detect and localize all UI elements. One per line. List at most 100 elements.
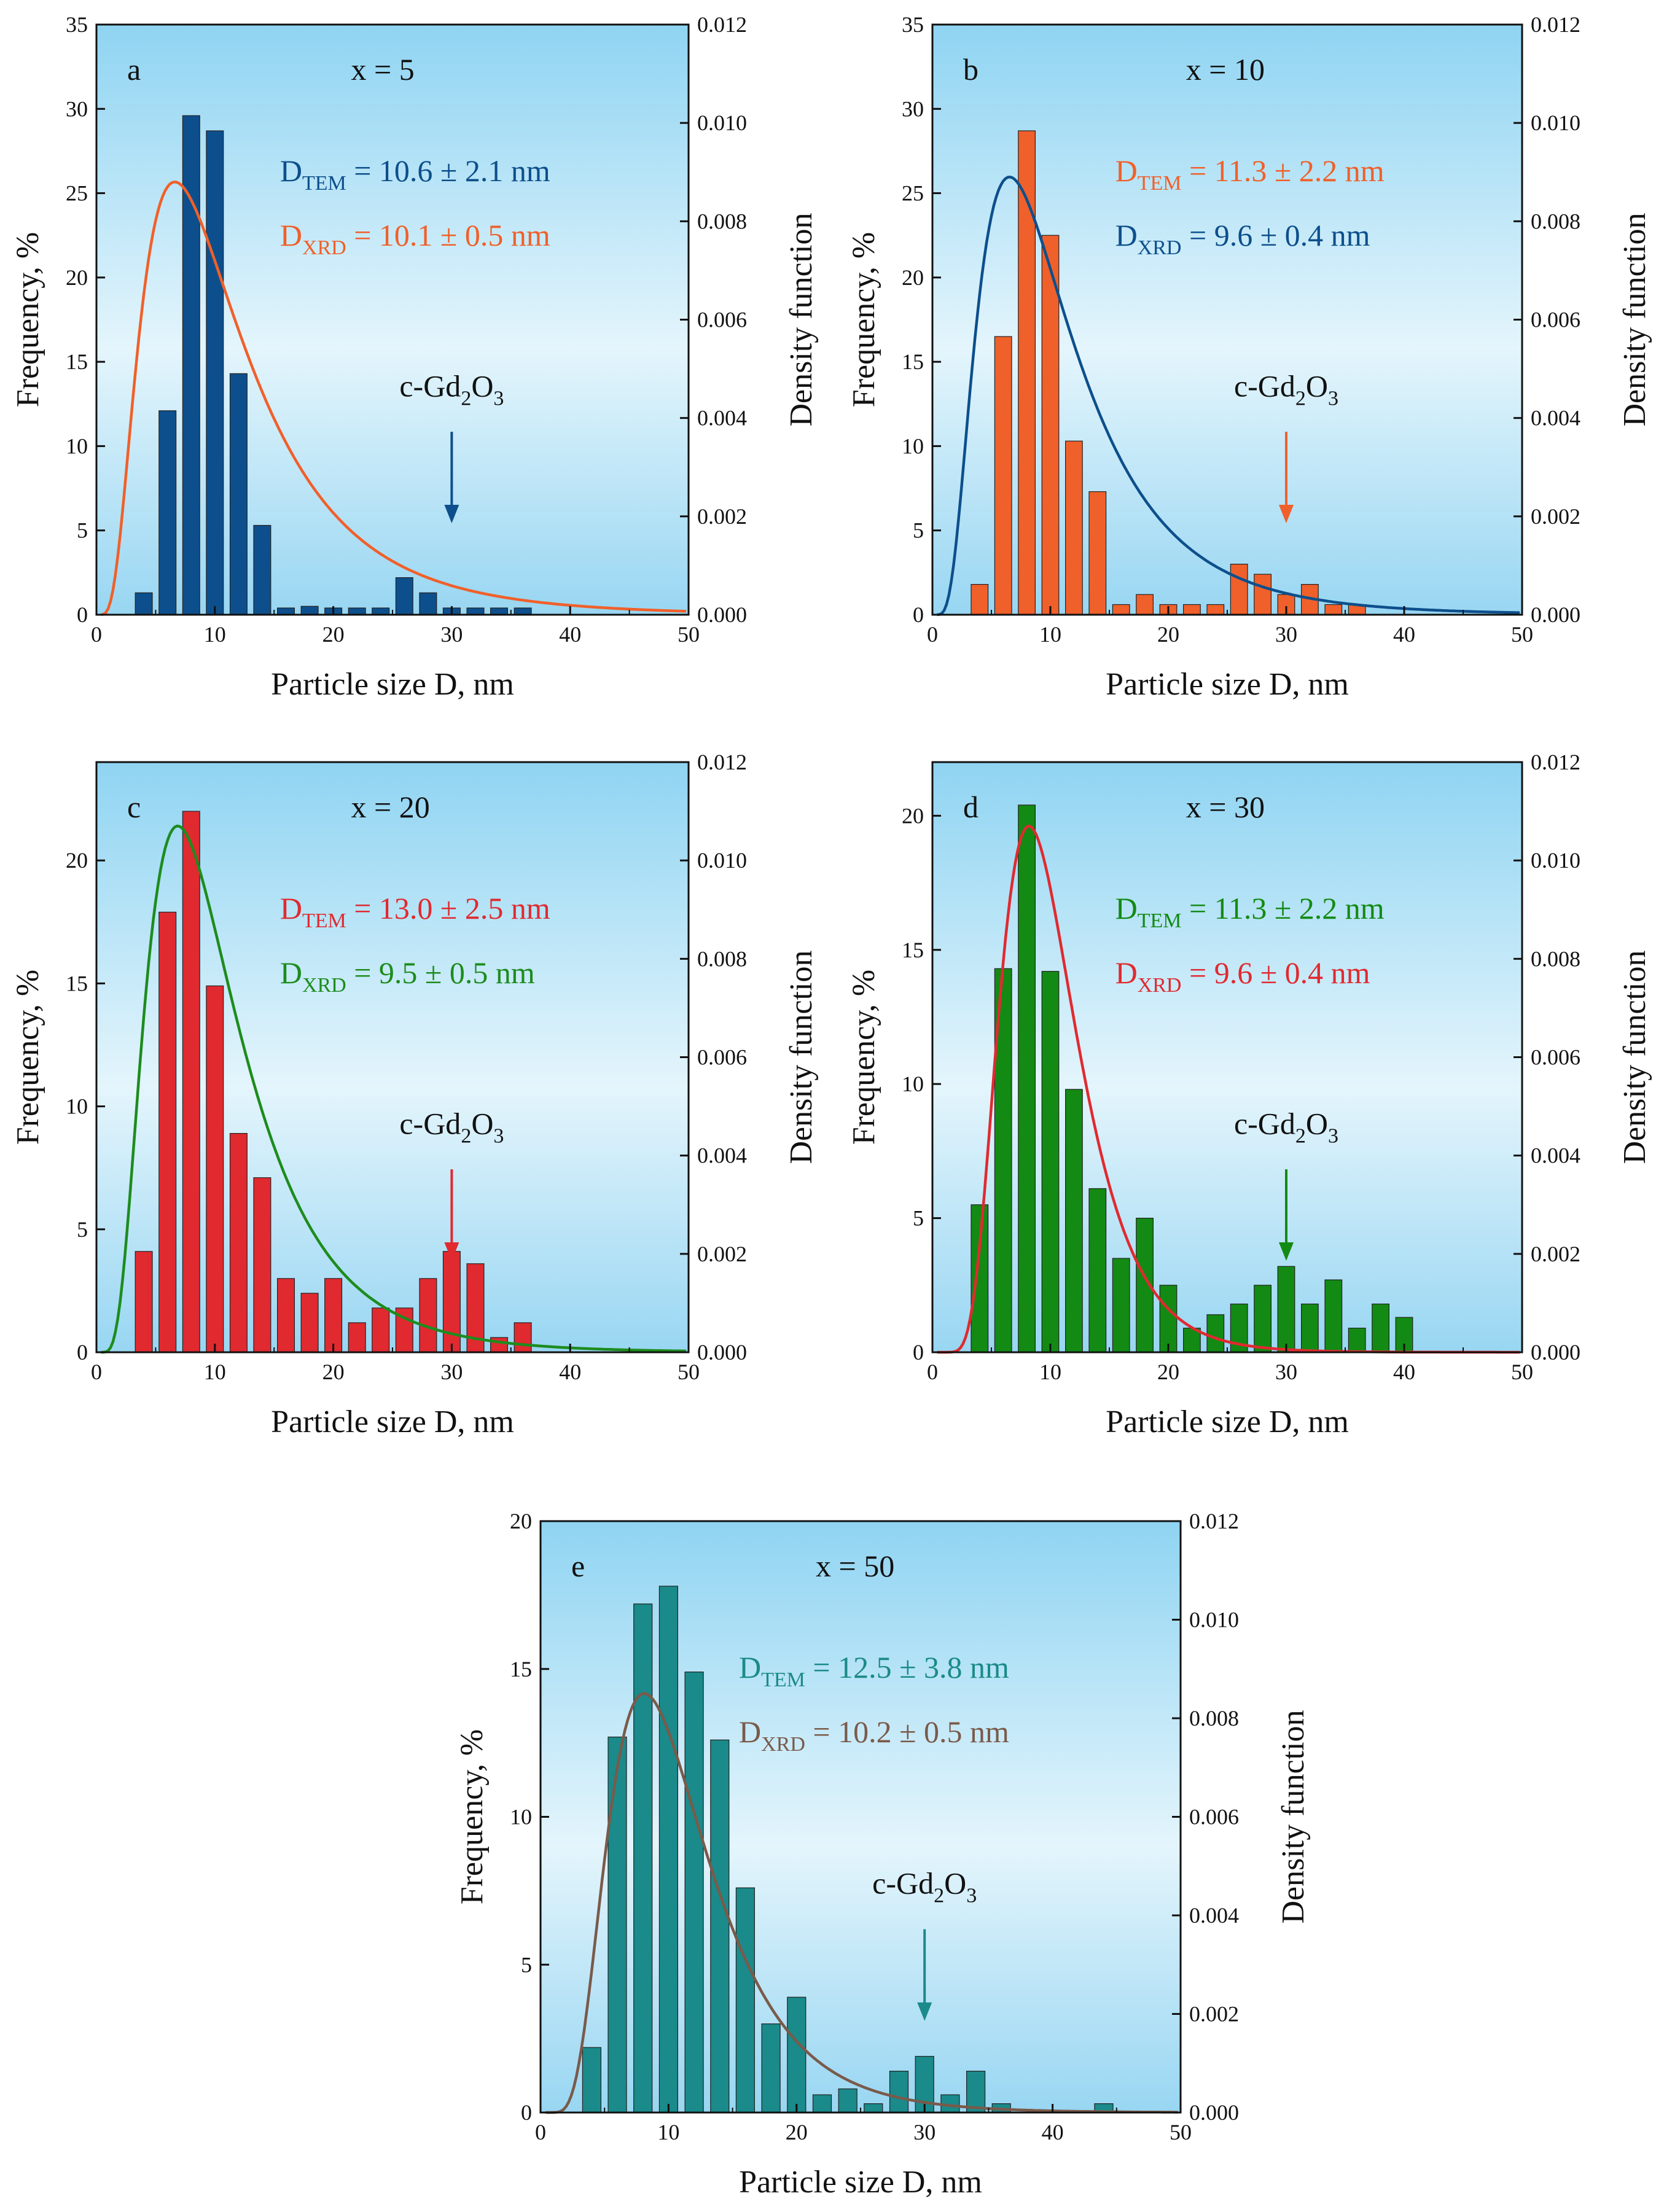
panel-label: e — [571, 1549, 585, 1583]
size-value: = 9.6 ± 0.4 nm — [1182, 956, 1370, 990]
histogram-bar — [324, 1278, 343, 1353]
size-symbol: D — [1115, 218, 1138, 252]
histogram-bar — [277, 607, 295, 615]
histogram-bar — [1254, 1285, 1272, 1353]
size-label: DXRD = 9.6 ± 0.4 nm — [1115, 956, 1370, 997]
size-value: = 10.6 ± 2.1 nm — [346, 154, 550, 188]
y-tick-label: 5 — [521, 1952, 532, 1977]
y2-tick-label: 0.000 — [1531, 602, 1580, 627]
panel-d: 0 10 20 30 40 50 0 5 10 15 20 0.000 0.002 0.004 0.006 0… — [846, 750, 1652, 1439]
x-tick-label: 10 — [204, 622, 226, 647]
phase-sub: 2 — [934, 1885, 944, 1907]
y-tick-label: 0 — [77, 602, 88, 627]
panel-c: 0 10 20 30 40 50 0 5 10 15 20 0.000 0.002 0.004 0.006 0… — [10, 750, 819, 1439]
histogram-bar — [735, 1887, 756, 2113]
panel-b: 0 10 20 30 40 50 0 5 10 15 20 25 30 35 0.000 0.002 0.004… — [846, 12, 1652, 702]
x-tick-label: 0 — [927, 622, 938, 647]
y2-axis-title: Density function — [784, 950, 819, 1164]
phase-mid: O — [1306, 368, 1328, 403]
size-value: = 11.3 ± 2.2 nm — [1181, 891, 1384, 925]
histogram-bar — [419, 592, 437, 615]
histogram-bar — [1018, 804, 1036, 1353]
size-symbol: D — [1115, 154, 1138, 188]
histogram-bar — [658, 1586, 679, 2113]
y2-tick-label: 0.006 — [1531, 308, 1580, 332]
histogram-bar — [348, 1322, 366, 1353]
histogram-bar — [1254, 574, 1272, 615]
phase-label: c-Gd2O3 — [399, 368, 504, 410]
y-tick-label: 20 — [510, 1509, 532, 1533]
histogram-bar — [419, 1278, 437, 1353]
size-subscript: TEM — [1138, 172, 1182, 195]
x-tick-label: 10 — [1039, 1360, 1061, 1384]
arrow-head — [444, 505, 459, 524]
arrow-head — [1279, 1242, 1294, 1261]
x-axis-title: Particle size D, nm — [739, 2165, 982, 2200]
size-label: DTEM = 13.0 ± 2.5 nm — [280, 891, 550, 932]
x-tick-label: 10 — [204, 1360, 226, 1384]
y-tick-label: 10 — [902, 434, 924, 458]
y2-tick-label: 0.012 — [1531, 12, 1580, 37]
phase-sub: 2 — [461, 1124, 471, 1147]
histogram-bar — [582, 2047, 602, 2113]
size-subscript: XRD — [302, 236, 346, 259]
phase-mid: O — [471, 1106, 493, 1140]
y-tick-label: 20 — [902, 265, 924, 290]
histogram-bar — [710, 1739, 730, 2113]
size-label: DTEM = 11.3 ± 2.2 nm — [1115, 154, 1385, 195]
y-tick-label: 20 — [902, 803, 924, 828]
histogram-bar — [229, 373, 248, 615]
phase-prefix: c-Gd — [399, 1106, 461, 1140]
size-value: = 11.3 ± 2.2 nm — [1181, 154, 1384, 188]
y2-tick-label: 0.012 — [697, 750, 747, 774]
x-tick-label: 10 — [1039, 622, 1061, 647]
x-tick-label: 0 — [91, 622, 102, 647]
y-tick-label: 15 — [902, 349, 924, 374]
y2-tick-label: 0.002 — [697, 504, 747, 529]
phase-label: c-Gd2O3 — [872, 1866, 977, 1907]
histogram-bar — [864, 2103, 883, 2113]
phase-mid: O — [471, 368, 493, 403]
histogram-bar — [1372, 1303, 1390, 1353]
phase-sub: 3 — [493, 1124, 504, 1147]
size-value: = 12.5 ± 3.8 nm — [805, 1650, 1009, 1684]
size-symbol: D — [739, 1650, 761, 1684]
panel-label: c — [127, 790, 141, 824]
size-label: DXRD = 10.2 ± 0.5 nm — [739, 1715, 1009, 1756]
y-tick-label: 0 — [77, 1340, 88, 1365]
y-tick-label: 15 — [66, 971, 88, 995]
y2-tick-label: 0.000 — [1189, 2100, 1239, 2125]
y-tick-label: 30 — [66, 96, 88, 121]
histogram-bar — [1064, 440, 1083, 615]
y-axis-title: Frequency, % — [455, 1729, 490, 1904]
x-tick-label: 0 — [927, 1360, 938, 1384]
arrow-head — [444, 1242, 459, 1261]
y-tick-label: 10 — [510, 1805, 532, 1829]
y2-tick-label: 0.008 — [697, 209, 747, 233]
y2-tick-label: 0.010 — [697, 848, 747, 873]
x-tick-label: 0 — [91, 1360, 102, 1384]
histogram-bar — [206, 985, 224, 1353]
histogram-bar — [1018, 130, 1036, 615]
y2-tick-label: 0.012 — [1531, 750, 1580, 774]
histogram-bar — [1159, 1285, 1178, 1353]
y-tick-label: 10 — [66, 434, 88, 458]
x-tick-label: 50 — [1170, 2120, 1192, 2144]
histogram-bar — [229, 1132, 248, 1353]
x-tick-label: 50 — [1511, 1360, 1533, 1384]
histogram-bar — [206, 130, 224, 615]
size-subscript: TEM — [761, 1669, 805, 1691]
histogram-bar — [490, 607, 508, 615]
x-tick-label: 20 — [1157, 1360, 1179, 1384]
histogram-bar — [607, 1736, 627, 2113]
phase-sub: 2 — [1295, 1124, 1306, 1147]
size-symbol: D — [739, 1715, 761, 1749]
y-axis-title: Frequency, % — [10, 970, 45, 1145]
x-tick-label: 20 — [322, 1360, 345, 1384]
y2-tick-label: 0.008 — [697, 946, 747, 971]
histogram-bar — [1348, 1328, 1366, 1353]
y-tick-label: 15 — [66, 349, 88, 374]
histogram-bar — [1277, 1266, 1295, 1353]
panel-label: a — [127, 52, 141, 87]
histogram-bar — [182, 811, 200, 1353]
